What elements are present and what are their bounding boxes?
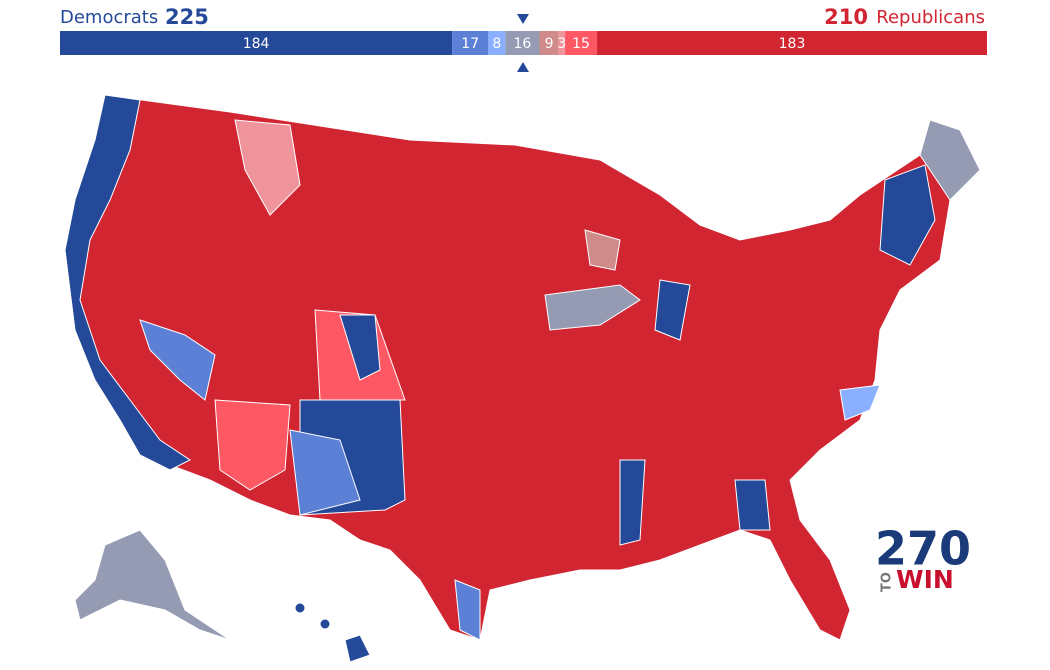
rep-label: Republicans bbox=[876, 7, 985, 28]
region bbox=[619, 459, 646, 546]
region bbox=[214, 399, 291, 491]
region bbox=[454, 579, 481, 641]
region bbox=[654, 279, 691, 341]
region bbox=[734, 479, 771, 531]
region bbox=[839, 384, 881, 421]
rep-total: 210 bbox=[824, 5, 868, 29]
region bbox=[584, 229, 621, 271]
bar-segment bbox=[488, 31, 506, 55]
hawaii bbox=[294, 602, 306, 614]
segment-label: 184 bbox=[243, 36, 270, 52]
map bbox=[64, 94, 981, 663]
segment-label: 8 bbox=[492, 36, 501, 52]
majority-marker bbox=[517, 14, 529, 24]
segment-label: 15 bbox=[572, 36, 590, 52]
segment-label: 183 bbox=[779, 36, 806, 52]
dem-total: 225 bbox=[165, 5, 209, 29]
bar-segment bbox=[597, 31, 987, 55]
logo-win: WIN bbox=[896, 565, 954, 594]
bar-segment bbox=[565, 31, 598, 55]
segment-label: 16 bbox=[514, 36, 532, 52]
region bbox=[64, 94, 191, 471]
segment-label: 9 bbox=[545, 36, 554, 52]
region bbox=[879, 164, 936, 266]
segment-label: 17 bbox=[461, 36, 479, 52]
alaska bbox=[74, 529, 231, 641]
seat-bar: 184 17 8 16 9 3 15 183 bbox=[60, 31, 987, 55]
majority-marker bbox=[517, 62, 529, 72]
logo-number: 270 bbox=[875, 522, 971, 576]
region bbox=[289, 429, 361, 516]
hawaii bbox=[319, 618, 331, 630]
bar-segment bbox=[452, 31, 489, 55]
bar-segment bbox=[505, 31, 540, 55]
region bbox=[919, 119, 981, 201]
bar-segment bbox=[558, 31, 566, 55]
region bbox=[544, 284, 641, 331]
region bbox=[139, 319, 216, 401]
logo-to: TO bbox=[880, 572, 895, 592]
region bbox=[339, 314, 381, 381]
segment-label: 3 bbox=[557, 36, 566, 52]
dem-label: Democrats bbox=[60, 7, 158, 28]
hawaii bbox=[344, 634, 371, 663]
bar-segment bbox=[539, 31, 559, 55]
region bbox=[234, 119, 301, 216]
bar-segment bbox=[60, 31, 453, 55]
